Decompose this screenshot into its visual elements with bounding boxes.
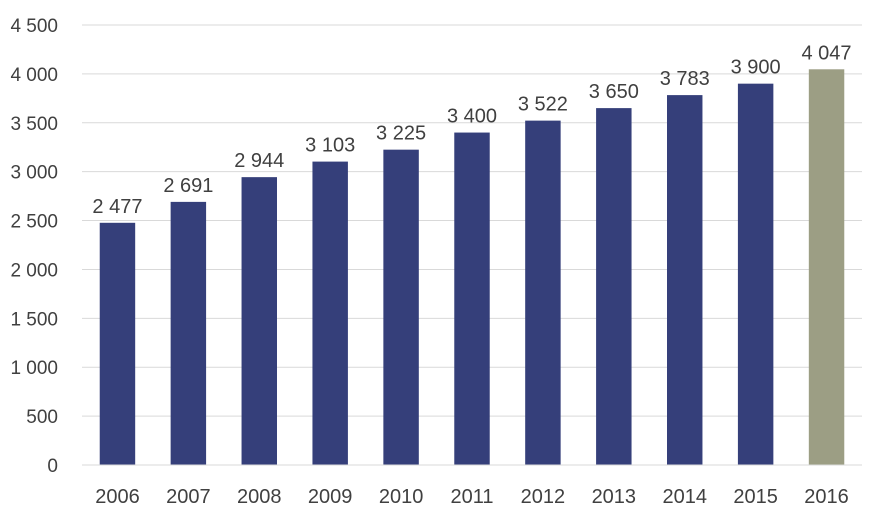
data-label-2010: 3 225 — [376, 123, 426, 145]
x-tick-label-2014: 2014 — [662, 486, 707, 508]
bar-2015 — [737, 83, 774, 466]
data-label-2015: 3 900 — [731, 57, 781, 79]
data-label-2016: 4 047 — [802, 42, 852, 64]
x-tick-label-2007: 2007 — [166, 486, 211, 508]
bar-2008 — [241, 177, 277, 466]
bar-2006 — [99, 222, 136, 465]
y-tick-label: 500 — [26, 407, 58, 428]
x-tick-label-2015: 2015 — [733, 486, 778, 508]
y-tick-label: 3 000 — [10, 163, 58, 184]
y-tick-label: 2 000 — [10, 260, 58, 281]
data-label-2009: 3 103 — [305, 135, 355, 157]
bar-2010 — [383, 149, 419, 465]
y-axis-tick-labels: 0 500 1 000 1 500 2 000 2 500 3 000 3 500 4 000 4… — [10, 16, 58, 477]
bar-2016 — [808, 69, 845, 465]
x-axis-tick-labels: 2006 2007 2008 2009 2010 2011 2012 2013 2014 2015… — [95, 486, 849, 508]
bar-2012 — [525, 120, 561, 466]
data-label-2014: 3 783 — [660, 68, 710, 90]
y-tick-label: 1 000 — [10, 358, 58, 379]
x-tick-label-2008: 2008 — [237, 486, 282, 508]
data-label-2008: 2 944 — [234, 150, 284, 172]
y-tick-label: 2 500 — [10, 212, 58, 233]
x-tick-label-2012: 2012 — [521, 486, 566, 508]
x-tick-label-2016: 2016 — [804, 486, 849, 508]
x-tick-label-2013: 2013 — [592, 486, 637, 508]
bar-2011 — [454, 132, 490, 466]
y-tick-label: 0 — [47, 456, 58, 477]
data-label-2013: 3 650 — [589, 81, 639, 103]
bar-2014 — [667, 95, 703, 466]
bars — [99, 69, 845, 466]
bar-2007 — [170, 201, 207, 465]
y-tick-label: 1 500 — [10, 309, 58, 330]
bar-2009 — [312, 161, 348, 465]
data-label-2007: 2 691 — [163, 175, 213, 197]
y-tick-label: 3 500 — [10, 114, 58, 135]
x-tick-label-2011: 2011 — [450, 486, 493, 508]
data-label-2012: 3 522 — [518, 94, 568, 116]
bar-2013 — [596, 108, 632, 465]
y-tick-label: 4 000 — [10, 65, 58, 86]
x-tick-label-2009: 2009 — [308, 486, 353, 508]
x-tick-label-2010: 2010 — [379, 486, 424, 508]
y-tick-label: 4 500 — [10, 16, 58, 37]
data-label-2011: 3 400 — [447, 106, 497, 128]
data-label-2006: 2 477 — [92, 196, 142, 218]
x-tick-label-2006: 2006 — [95, 486, 140, 508]
data-labels: 2 477 2 691 2 944 3 103 3 225 3 400 3 522 3 650… — [92, 42, 851, 218]
